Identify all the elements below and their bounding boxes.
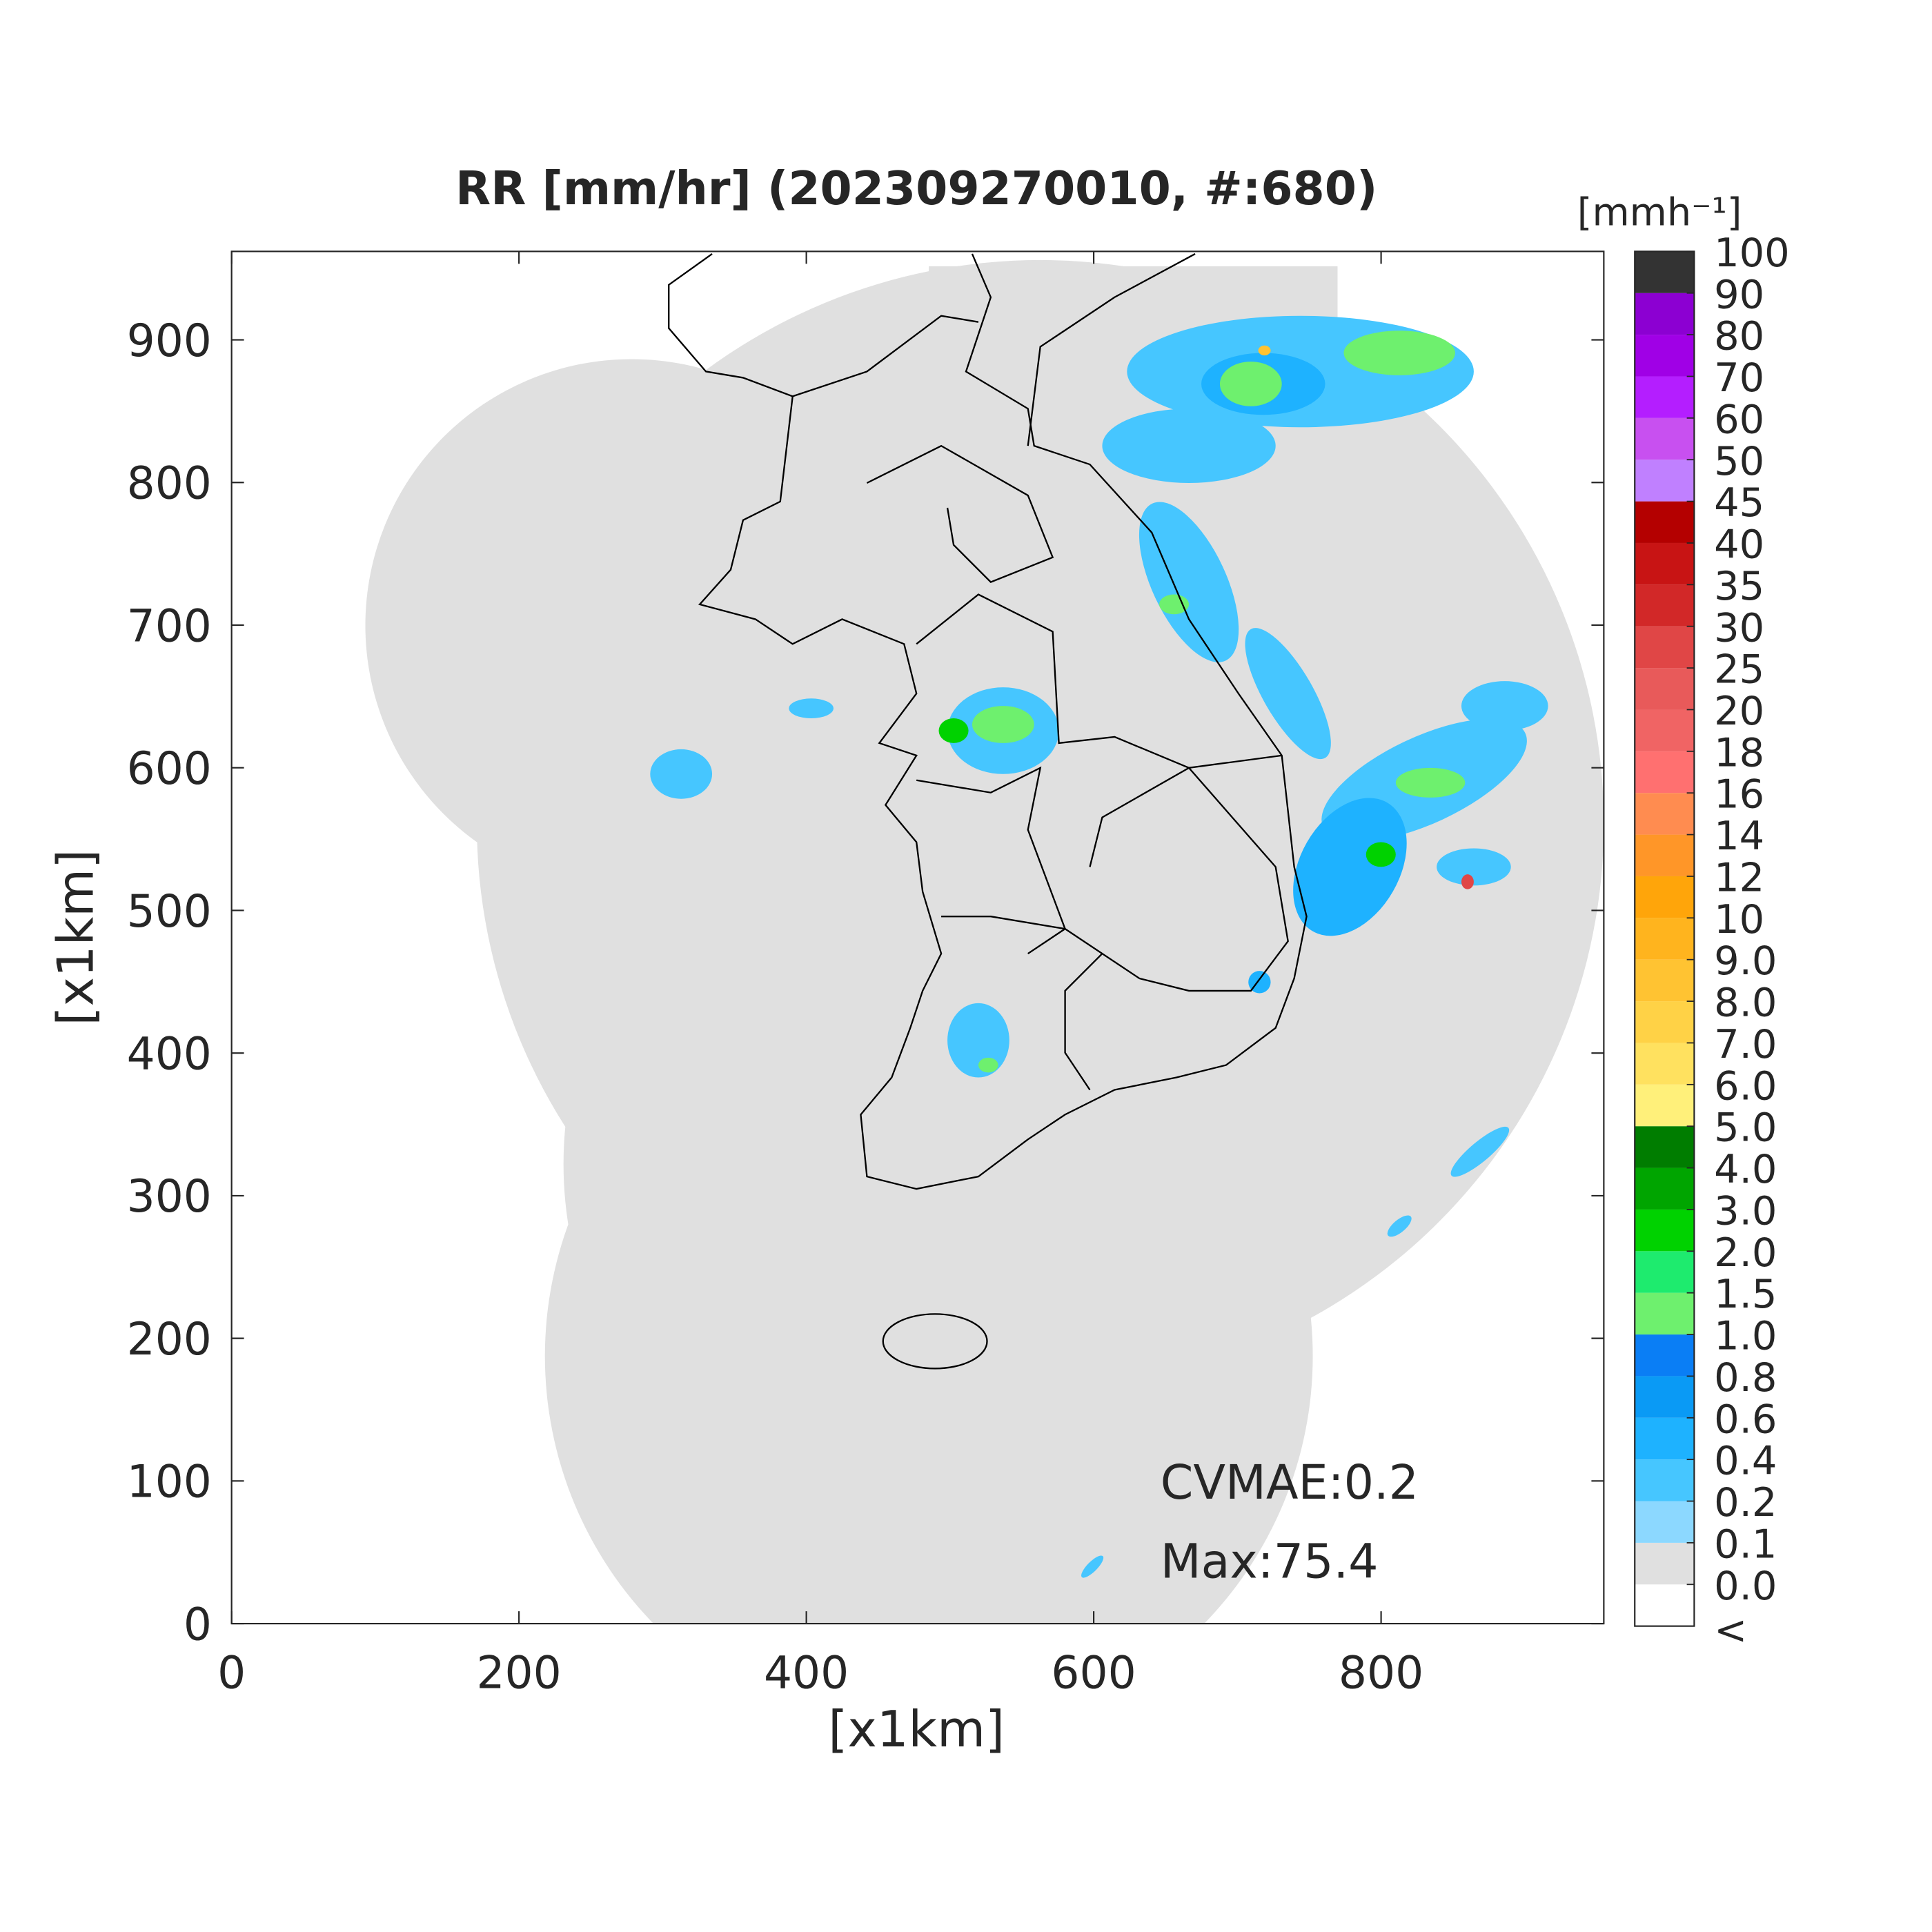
- colorbar-bin: [1635, 460, 1695, 502]
- colorbar-tick-label: 7.0: [1714, 1021, 1777, 1067]
- x-tick-label: 400: [764, 1647, 849, 1699]
- y-tick-label: 400: [127, 1029, 212, 1081]
- colorbar-tick-label: 0.4: [1714, 1438, 1777, 1484]
- colorbar-bin: [1635, 1167, 1695, 1210]
- colorbar-bin: [1635, 417, 1695, 460]
- coastline: [668, 253, 1308, 1370]
- y-tick-label: 300: [127, 1171, 212, 1223]
- colorbar-bin: [1635, 335, 1695, 377]
- colorbar-bin: [1635, 1251, 1695, 1293]
- colorbar-tick-label: 1.5: [1714, 1271, 1777, 1317]
- colorbar-tick-label: 18: [1714, 729, 1764, 776]
- colorbar-tick-label: 60: [1714, 396, 1764, 442]
- colorbar-bin: [1635, 542, 1695, 585]
- x-tick-label: 0: [217, 1647, 246, 1699]
- colorbar-bin: [1635, 251, 1695, 293]
- x-tick-label: 800: [1339, 1647, 1423, 1699]
- colorbar-unit: [mmh⁻¹]: [1577, 190, 1742, 235]
- y-tick-label: 0: [184, 1599, 212, 1650]
- colorbar-tick-label: 12: [1714, 854, 1764, 900]
- colorbar-bin: [1635, 668, 1695, 710]
- colorbar-bin: [1635, 1501, 1695, 1543]
- colorbar-bin: [1635, 834, 1695, 876]
- colorbar-bin: [1635, 293, 1695, 335]
- colorbar-tick-label: 8.0: [1714, 980, 1777, 1026]
- colorbar-bin: [1635, 959, 1695, 1002]
- y-tick-label: 200: [127, 1314, 212, 1366]
- colorbar-bin: [1635, 501, 1695, 543]
- colorbar-bin: [1635, 1417, 1695, 1460]
- annotation: CVMAE:0.2: [1161, 1456, 1419, 1510]
- colorbar-tick-label: 1.0: [1714, 1313, 1777, 1359]
- y-tick-label: 100: [127, 1457, 212, 1508]
- colorbar-bin: [1635, 1084, 1695, 1127]
- colorbar-bin: [1635, 584, 1695, 627]
- colorbar-tick-label: 80: [1714, 313, 1764, 359]
- colorbar-bin: [1635, 1126, 1695, 1168]
- colorbar-tick-label: 3.0: [1714, 1187, 1777, 1234]
- colorbar-tick-label: 100: [1714, 230, 1790, 276]
- colorbar-bin: [1635, 709, 1695, 751]
- colorbar-tick-label: 0.6: [1714, 1396, 1777, 1442]
- colorbar-bin: [1635, 1334, 1695, 1377]
- colorbar-tick-label: 35: [1714, 563, 1764, 609]
- colorbar-frame: [1634, 250, 1695, 1627]
- colorbar-tick-label: 16: [1714, 771, 1764, 818]
- colorbar-tick-label: 14: [1714, 813, 1764, 859]
- colorbar-tick-label: 0.8: [1714, 1354, 1777, 1401]
- y-axis-label: [x1km]: [47, 849, 105, 1026]
- colorbar-bin: [1635, 793, 1695, 835]
- precipitation: [650, 315, 1548, 1578]
- colorbar-tick-label: 90: [1714, 271, 1764, 317]
- plot-frame: [230, 250, 1605, 1625]
- colorbar-bin: [1635, 1376, 1695, 1418]
- colorbar-tick-label: 50: [1714, 438, 1764, 484]
- colorbar-bin: [1635, 1292, 1695, 1335]
- y-tick-label: 700: [127, 600, 212, 652]
- colorbar-bin: [1635, 1459, 1695, 1501]
- colorbar-bin: [1635, 918, 1695, 960]
- x-tick-label: 200: [476, 1647, 561, 1699]
- colorbar-bin: [1635, 1043, 1695, 1085]
- colorbar-tick-label: 0.0: [1714, 1563, 1777, 1609]
- radar-map: [365, 253, 1604, 1624]
- colorbar-tick-label: 30: [1714, 604, 1764, 651]
- colorbar-tick-label: 0.2: [1714, 1479, 1777, 1526]
- y-tick-label: 800: [127, 458, 212, 510]
- colorbar-tick-label: 25: [1714, 647, 1764, 693]
- colorbar-tick-label: 0.1: [1714, 1521, 1777, 1567]
- colorbar-tick-label: 45: [1714, 480, 1764, 526]
- colorbar-bin: [1635, 626, 1695, 669]
- colorbar-tick-label: 9.0: [1714, 938, 1777, 984]
- colorbar-tick-label: 70: [1714, 355, 1764, 401]
- colorbar-bin: [1635, 1209, 1695, 1252]
- colorbar-tick-label: 20: [1714, 688, 1764, 734]
- y-tick-label: 900: [127, 315, 212, 367]
- colorbar-tick-label: 40: [1714, 522, 1764, 568]
- colorbar-tick-label: 4.0: [1714, 1146, 1777, 1192]
- colorbar-bin: [1635, 876, 1695, 918]
- colorbar-bin: [1635, 376, 1695, 418]
- colorbar-bin: [1635, 1584, 1695, 1626]
- y-tick-label: 500: [127, 886, 212, 938]
- colorbar-bin: [1635, 1001, 1695, 1043]
- annotation: Max:75.4: [1161, 1535, 1379, 1590]
- colorbar-tick-label: 6.0: [1714, 1063, 1777, 1109]
- colorbar-tick-label: 10: [1714, 896, 1764, 943]
- chart-title: RR [mm/hr] (202309270010, #:680): [455, 161, 1377, 215]
- colorbar-tick-label: 2.0: [1714, 1230, 1777, 1276]
- x-tick-label: 600: [1051, 1647, 1136, 1699]
- x-axis-label: [x1km]: [828, 1700, 1005, 1758]
- colorbar-bin: [1635, 751, 1695, 793]
- colorbar-bin: [1635, 1542, 1695, 1585]
- colorbar-tick-label: 5.0: [1714, 1105, 1777, 1151]
- y-tick-label: 600: [127, 743, 212, 795]
- colorbar-under-label: <: [1714, 1607, 1747, 1653]
